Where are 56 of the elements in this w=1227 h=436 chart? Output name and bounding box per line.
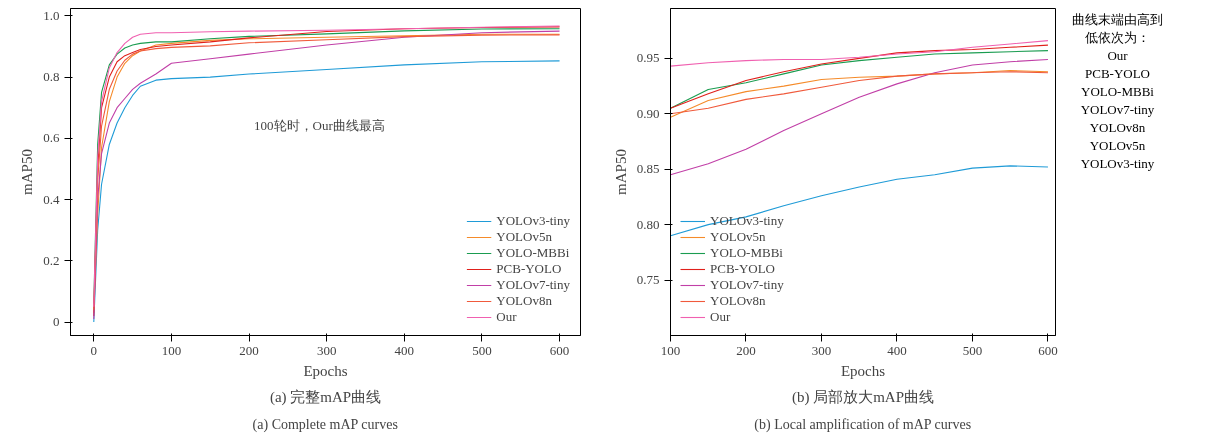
y-tick-label: 0.8 [43, 69, 60, 85]
text: PCB-YOLO [1084, 65, 1151, 83]
legend-label: Our [496, 309, 517, 325]
x-axis-title: Epochs [840, 362, 886, 379]
text: (a) 完整mAP曲线 [269, 388, 382, 406]
text: YOLOv8n [1088, 119, 1147, 137]
y-tick-label: 0.75 [636, 272, 660, 288]
x-tick-label: 400 [887, 342, 907, 358]
legend-label: YOLOv8n [710, 293, 766, 309]
legend-label: YOLOv7-tiny [710, 277, 784, 293]
x-tick-label: 400 [394, 342, 415, 358]
y-tick-label: 0.85 [636, 161, 660, 177]
x-tick-label: 200 [736, 342, 756, 358]
legend-label: YOLOv5n [710, 229, 766, 245]
x-tick-label: 600 [549, 342, 570, 358]
legend-label: YOLO-MBBi [710, 245, 783, 261]
x-axis-title: Epochs [303, 362, 348, 379]
line-series [670, 58, 1049, 176]
x-tick-label: 300 [811, 342, 832, 358]
text: 曲线末端由高到低依次为： [1071, 11, 1164, 47]
text: (a) Complete mAP curves [252, 416, 398, 433]
legend-label: Our [710, 309, 731, 325]
y-tick-label: 0.80 [636, 216, 660, 232]
legend-label: YOLOv3-tiny [496, 213, 570, 229]
legend-label: PCB-YOLO [496, 261, 562, 277]
y-tick-label: 0.4 [43, 191, 60, 207]
x-tick-label: 200 [239, 342, 259, 358]
x-tick-label: 600 [1038, 342, 1058, 358]
legend-label: YOLOv7-tiny [496, 277, 570, 293]
legend-label: YOLOv5n [496, 229, 552, 245]
text: (b) 局部放大mAP曲线 [791, 388, 935, 406]
legend-label: YOLO-MBBi [496, 245, 570, 261]
annotation: 100轮时，Our曲线最高 [254, 117, 385, 133]
legend-label: YOLOv8n [496, 293, 552, 309]
y-tick-label: 0 [53, 314, 60, 330]
y-tick-label: 1.0 [43, 7, 60, 23]
legend-label: PCB-YOLO [710, 261, 776, 277]
x-tick-label: 500 [472, 342, 492, 358]
y-tick-label: 0.6 [43, 130, 60, 146]
x-tick-label: 0 [90, 342, 98, 358]
x-tick-label: 300 [316, 342, 337, 358]
x-tick-label: 500 [962, 342, 983, 358]
text: YOLOv5n [1088, 137, 1147, 155]
text: YOLOv7-tiny [1079, 101, 1156, 119]
y-tick-label: 0.95 [636, 50, 660, 66]
y-axis-title: mAP50 [19, 149, 36, 195]
y-axis-title: mAP50 [612, 149, 629, 195]
text: YOLO-MBBi [1080, 83, 1155, 101]
text: (b) Local amplification of mAP curves [754, 416, 972, 433]
y-tick-label: 0.90 [636, 105, 660, 121]
line-series [670, 40, 1049, 67]
x-tick-label: 100 [660, 342, 681, 358]
x-tick-label: 100 [161, 342, 182, 358]
y-tick-label: 0.2 [43, 252, 60, 268]
text: YOLOv3-tiny [1079, 155, 1156, 173]
text: Our [1106, 47, 1129, 65]
